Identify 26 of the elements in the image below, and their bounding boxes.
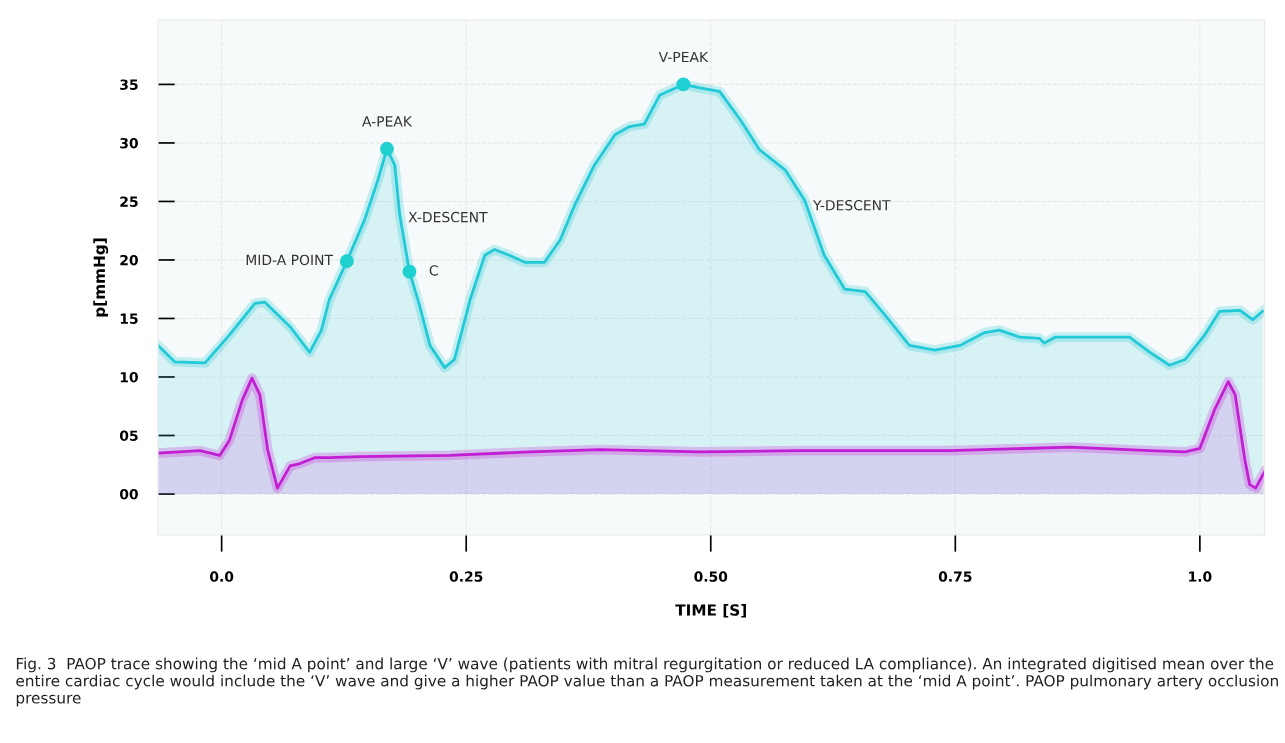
x-tick-label: 0.25 xyxy=(449,571,483,582)
annotation: Y-DESCENT xyxy=(813,199,891,211)
y-tick-label: 30 xyxy=(120,137,138,149)
x-tick-label: 0.0 xyxy=(210,571,234,582)
y-tick-label: 25 xyxy=(120,196,138,207)
annotation: A-PEAK xyxy=(362,116,413,127)
x-tick-label: 0.75 xyxy=(938,571,972,582)
y-tick-label: 10 xyxy=(120,371,138,383)
y-tick-label: 15 xyxy=(120,313,138,324)
point xyxy=(380,141,394,156)
annotation: MID-A POINT xyxy=(246,254,334,266)
x-tick-label: 0.50 xyxy=(694,571,728,582)
x-axis-title: TIME [S] xyxy=(675,603,746,618)
annotation: C xyxy=(429,265,438,276)
point xyxy=(676,77,691,92)
y-axis-title: p[mmHg] xyxy=(93,238,109,317)
y-tick-label: 05 xyxy=(119,430,138,441)
x-tick-label: 1.0 xyxy=(1189,571,1212,582)
point xyxy=(402,264,417,279)
y-tick-label: 20 xyxy=(120,254,138,266)
annotation: X-DESCENT xyxy=(408,211,488,223)
annotation: V-PEAK xyxy=(658,51,709,63)
point xyxy=(339,254,354,269)
y-tick-label: 00 xyxy=(119,488,138,500)
y-tick-label: 35 xyxy=(120,79,138,90)
caption: Fig. 3 PAOP trace showing the ‘mid A point’ and large ‘V’ wave (patients with mitral regurgitation or reduced LA compliance). An integrated digitised mean over the entire cardiac cycle would include the ‘V’ wave and give a higher PAOP value than a PAOP measurement taken at the ‘mid A point’. PAOP pulmonary artery occlusion pressure xyxy=(16,657,1278,707)
